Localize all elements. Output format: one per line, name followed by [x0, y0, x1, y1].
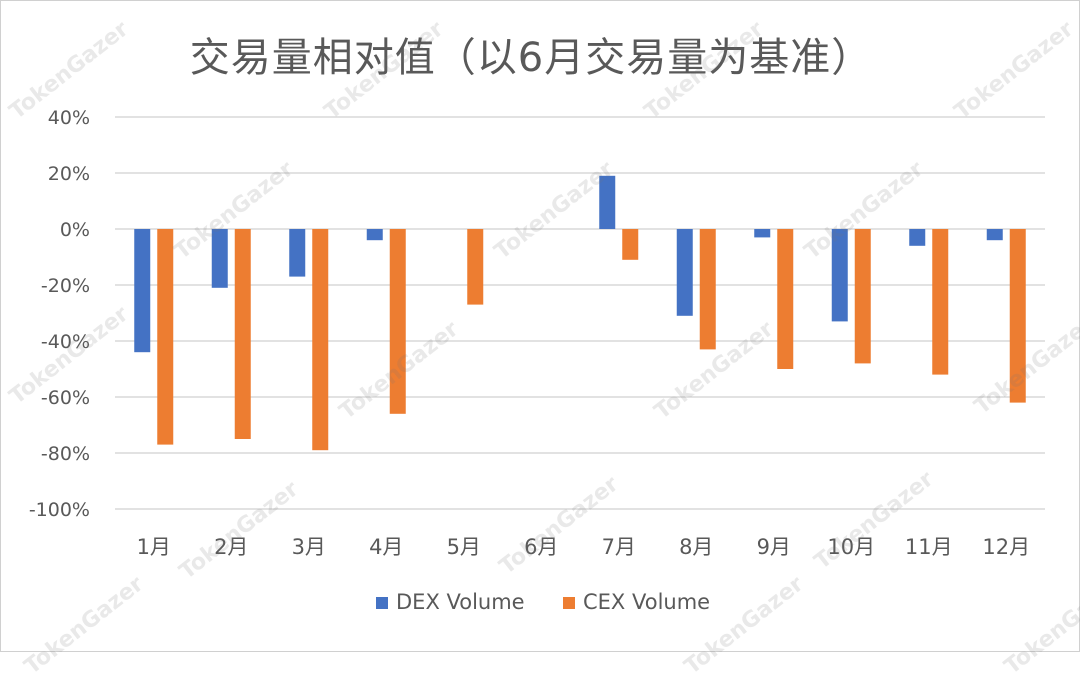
cex-bar: [389, 229, 406, 414]
y-tick-label: -80%: [41, 443, 90, 465]
cex-bar: [157, 229, 174, 445]
dex-bar: [599, 175, 616, 229]
cex-bar: [467, 229, 484, 305]
y-tick-label: -40%: [41, 331, 90, 353]
cex-bar: [777, 229, 794, 369]
x-tick-label: 7月: [602, 535, 636, 559]
x-tick-label: 2月: [214, 535, 248, 559]
legend-label-dex: DEX Volume: [396, 590, 525, 614]
x-tick-label: 1月: [137, 535, 171, 559]
dex-bar: [211, 229, 228, 288]
dex-bar: [754, 229, 771, 238]
x-tick-label: 5月: [447, 535, 481, 559]
x-tick-label: 8月: [679, 535, 713, 559]
x-tick-label: 12月: [982, 535, 1030, 559]
cex-bar: [699, 229, 716, 350]
y-tick-label: 0%: [60, 219, 90, 241]
y-tick-label: -60%: [41, 387, 90, 409]
x-tick-label: 10月: [827, 535, 875, 559]
x-tick-label: 4月: [369, 535, 403, 559]
legend-swatch-dex: [376, 597, 388, 609]
x-tick-label: 6月: [524, 535, 558, 559]
cex-bar: [312, 229, 329, 451]
dex-bar: [909, 229, 926, 246]
legend-swatch-cex: [563, 597, 575, 609]
dex-bar: [366, 229, 383, 241]
dex-bar: [831, 229, 848, 322]
y-tick-label: 20%: [48, 163, 90, 185]
cex-bar: [932, 229, 949, 375]
y-tick-label: -20%: [41, 275, 90, 297]
x-tick-label: 9月: [757, 535, 791, 559]
dex-bar: [676, 229, 693, 316]
legend-label-cex: CEX Volume: [583, 590, 710, 614]
cex-bar: [854, 229, 871, 364]
cex-bar: [1009, 229, 1026, 403]
cex-bar: [234, 229, 251, 439]
dex-bar: [134, 229, 151, 353]
x-tick-label: 11月: [905, 535, 953, 559]
cex-bar: [622, 229, 639, 260]
chart-frame: 交易量相对值（以6月交易量为基准）: [0, 0, 1080, 652]
y-tick-label: -100%: [29, 499, 90, 521]
dex-bar: [986, 229, 1003, 241]
x-tick-label: 3月: [292, 535, 326, 559]
y-tick-label: 40%: [48, 107, 90, 129]
bar-chart: 40% 20% 0% -20% -40% -60% -80% -100% 1月 2月 3月 4月 5月 6…: [29, 107, 1045, 614]
chart-title: 交易量相对值（以6月交易量为基准）: [189, 35, 873, 81]
dex-bar: [289, 229, 306, 277]
